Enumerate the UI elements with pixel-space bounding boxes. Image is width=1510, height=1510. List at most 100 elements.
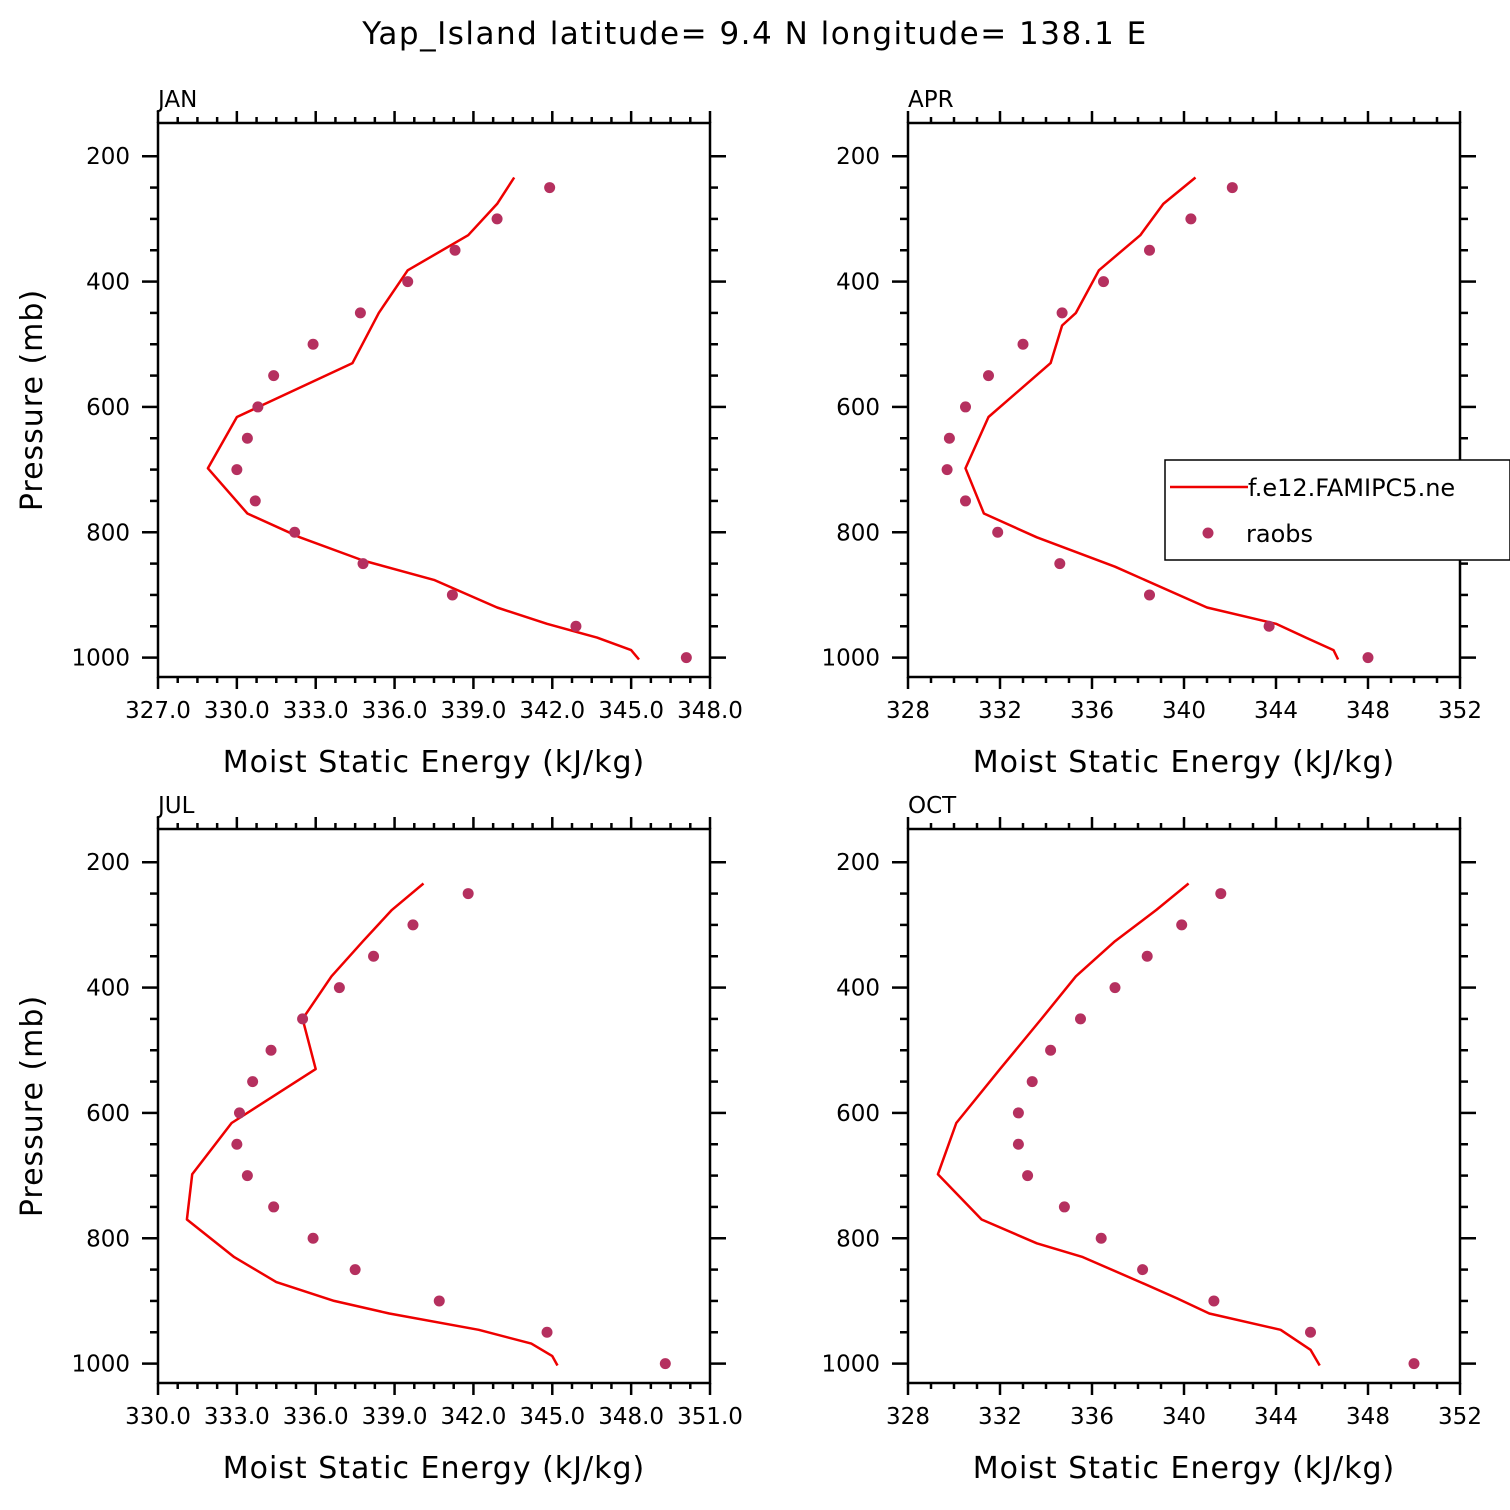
y-tick-label: 400 bbox=[836, 976, 880, 1002]
raobs-data-point bbox=[491, 213, 503, 225]
raobs-data-point bbox=[1144, 589, 1155, 601]
x-tick-label: 348.0 bbox=[598, 1404, 664, 1430]
raobs-data-point bbox=[1012, 1138, 1024, 1150]
panel-jul: JUL 330.0 333.0 336.0 339.0 342.0 345.0 348.0 35… bbox=[15, 793, 743, 1486]
x-tick-label: 330.0 bbox=[204, 698, 270, 724]
raobs-data-point bbox=[943, 432, 955, 444]
y-tick-label: 1000 bbox=[71, 646, 130, 672]
y-axis-label: Pressure (mb) bbox=[15, 995, 50, 1217]
y-tick-label: 800 bbox=[86, 520, 130, 546]
x-axis-label: Moist Static Energy (kJ/kg) bbox=[223, 1451, 646, 1486]
y-axis-label: Pressure (mb) bbox=[15, 289, 50, 511]
raobs-data-point bbox=[349, 1264, 361, 1276]
raobs-data-point bbox=[462, 888, 474, 900]
raobs-data-point bbox=[307, 1232, 319, 1244]
x-tick-label: 352 bbox=[1438, 1404, 1482, 1430]
raobs-data-point bbox=[1017, 338, 1029, 350]
raobs-data-point bbox=[570, 620, 582, 632]
y-tick-label: 600 bbox=[836, 1101, 880, 1127]
model-series-line bbox=[936, 882, 1321, 1367]
model-series-line bbox=[206, 176, 640, 661]
raobs-data-point bbox=[307, 338, 319, 350]
plot-frame bbox=[906, 827, 1462, 1385]
model-series-line bbox=[185, 882, 559, 1367]
raobs-data-point bbox=[1109, 982, 1121, 994]
x-tick-label: 328 bbox=[886, 1404, 930, 1430]
y-tick-label: 200 bbox=[836, 144, 880, 170]
y-tick-label: 400 bbox=[86, 976, 130, 1002]
y-tick-label: 600 bbox=[86, 1101, 130, 1127]
raobs-data-point bbox=[268, 370, 280, 382]
y-tick-label: 400 bbox=[836, 270, 880, 296]
x-tick-label: 340 bbox=[1162, 1404, 1206, 1430]
x-tick-label: 327.0 bbox=[125, 698, 191, 724]
raobs-data-point bbox=[1058, 1201, 1070, 1213]
raobs-data-point bbox=[247, 1076, 259, 1088]
panel-apr: APR 328 332 336 340 344 348 352 200 400 600 800 1000… bbox=[821, 87, 1482, 780]
x-tick-label: 351.0 bbox=[677, 1404, 743, 1430]
x-tick-label: 336.0 bbox=[283, 1404, 349, 1430]
raobs-data-point bbox=[1095, 1232, 1107, 1244]
raobs-data-point bbox=[544, 182, 556, 194]
x-tick-label: 342.0 bbox=[440, 1404, 506, 1430]
legend-box bbox=[1164, 459, 1510, 561]
x-tick-label: 332 bbox=[978, 1404, 1022, 1430]
raobs-data-point bbox=[1176, 919, 1188, 931]
raobs-data-point bbox=[983, 370, 994, 382]
x-tick-label: 333.0 bbox=[283, 698, 349, 724]
legend: f.e12.FAMIPC5.ne raobs bbox=[1164, 459, 1510, 561]
x-tick-label: 333.0 bbox=[204, 1404, 270, 1430]
raobs-data-point bbox=[1045, 1044, 1057, 1056]
raobs-data-point bbox=[368, 950, 380, 962]
raobs-data-point bbox=[289, 526, 301, 538]
raobs-data-point bbox=[402, 276, 414, 288]
raobs-data-point bbox=[1056, 307, 1068, 319]
raobs-data-point bbox=[1054, 558, 1066, 570]
x-tick-label: 336.0 bbox=[362, 698, 428, 724]
raobs-data-point bbox=[1137, 1264, 1149, 1276]
panel-title: APR bbox=[908, 87, 954, 113]
raobs-data-point bbox=[333, 982, 345, 994]
x-tick-label: 344 bbox=[1254, 1404, 1298, 1430]
x-tick-label: 348.0 bbox=[677, 698, 743, 724]
x-tick-label: 345.0 bbox=[598, 698, 664, 724]
raobs-data-point bbox=[992, 526, 1004, 538]
raobs-data-point bbox=[541, 1326, 553, 1338]
raobs-data-point bbox=[241, 1170, 253, 1182]
raobs-data-point bbox=[231, 464, 243, 476]
figure-title: Yap_Island latitude= 9.4 N longitude= 13… bbox=[361, 16, 1147, 52]
raobs-data-point bbox=[1305, 1326, 1316, 1338]
x-tick-label: 340 bbox=[1162, 698, 1206, 724]
x-tick-label: 342.0 bbox=[519, 698, 585, 724]
legend-model-label: f.e12.FAMIPC5.ne bbox=[1248, 474, 1455, 502]
x-axis-label: Moist Static Energy (kJ/kg) bbox=[973, 745, 1396, 780]
y-tick-label: 1000 bbox=[821, 1352, 880, 1378]
x-tick-label: 348 bbox=[1346, 1404, 1390, 1430]
raobs-data-point bbox=[1263, 620, 1275, 632]
raobs-data-point bbox=[1026, 1076, 1038, 1088]
raobs-data-point bbox=[233, 1107, 245, 1119]
y-tick-label: 200 bbox=[86, 850, 130, 876]
raobs-data-point bbox=[680, 652, 692, 664]
raobs-data-point bbox=[407, 919, 419, 931]
raobs-data-point bbox=[265, 1044, 277, 1056]
x-tick-label: 336 bbox=[1070, 698, 1114, 724]
x-tick-label: 339.0 bbox=[440, 698, 506, 724]
y-tick-label: 600 bbox=[86, 395, 130, 421]
y-tick-label: 800 bbox=[86, 1226, 130, 1252]
raobs-data-point bbox=[960, 495, 971, 507]
x-tick-label: 330.0 bbox=[125, 1404, 191, 1430]
raobs-data-point bbox=[1362, 652, 1374, 664]
y-tick-label: 1000 bbox=[821, 646, 880, 672]
x-axis-label: Moist Static Energy (kJ/kg) bbox=[973, 1451, 1396, 1486]
legend-obs-label: raobs bbox=[1246, 520, 1313, 548]
raobs-data-point bbox=[1185, 213, 1197, 225]
plot-frame bbox=[906, 121, 1462, 679]
raobs-data-point bbox=[433, 1295, 445, 1307]
x-tick-label: 345.0 bbox=[519, 1404, 585, 1430]
model-series-line bbox=[964, 176, 1340, 661]
panel-title: JAN bbox=[156, 87, 197, 113]
x-tick-label: 339.0 bbox=[362, 1404, 428, 1430]
y-tick-label: 800 bbox=[836, 520, 880, 546]
raobs-data-point bbox=[1144, 244, 1155, 256]
